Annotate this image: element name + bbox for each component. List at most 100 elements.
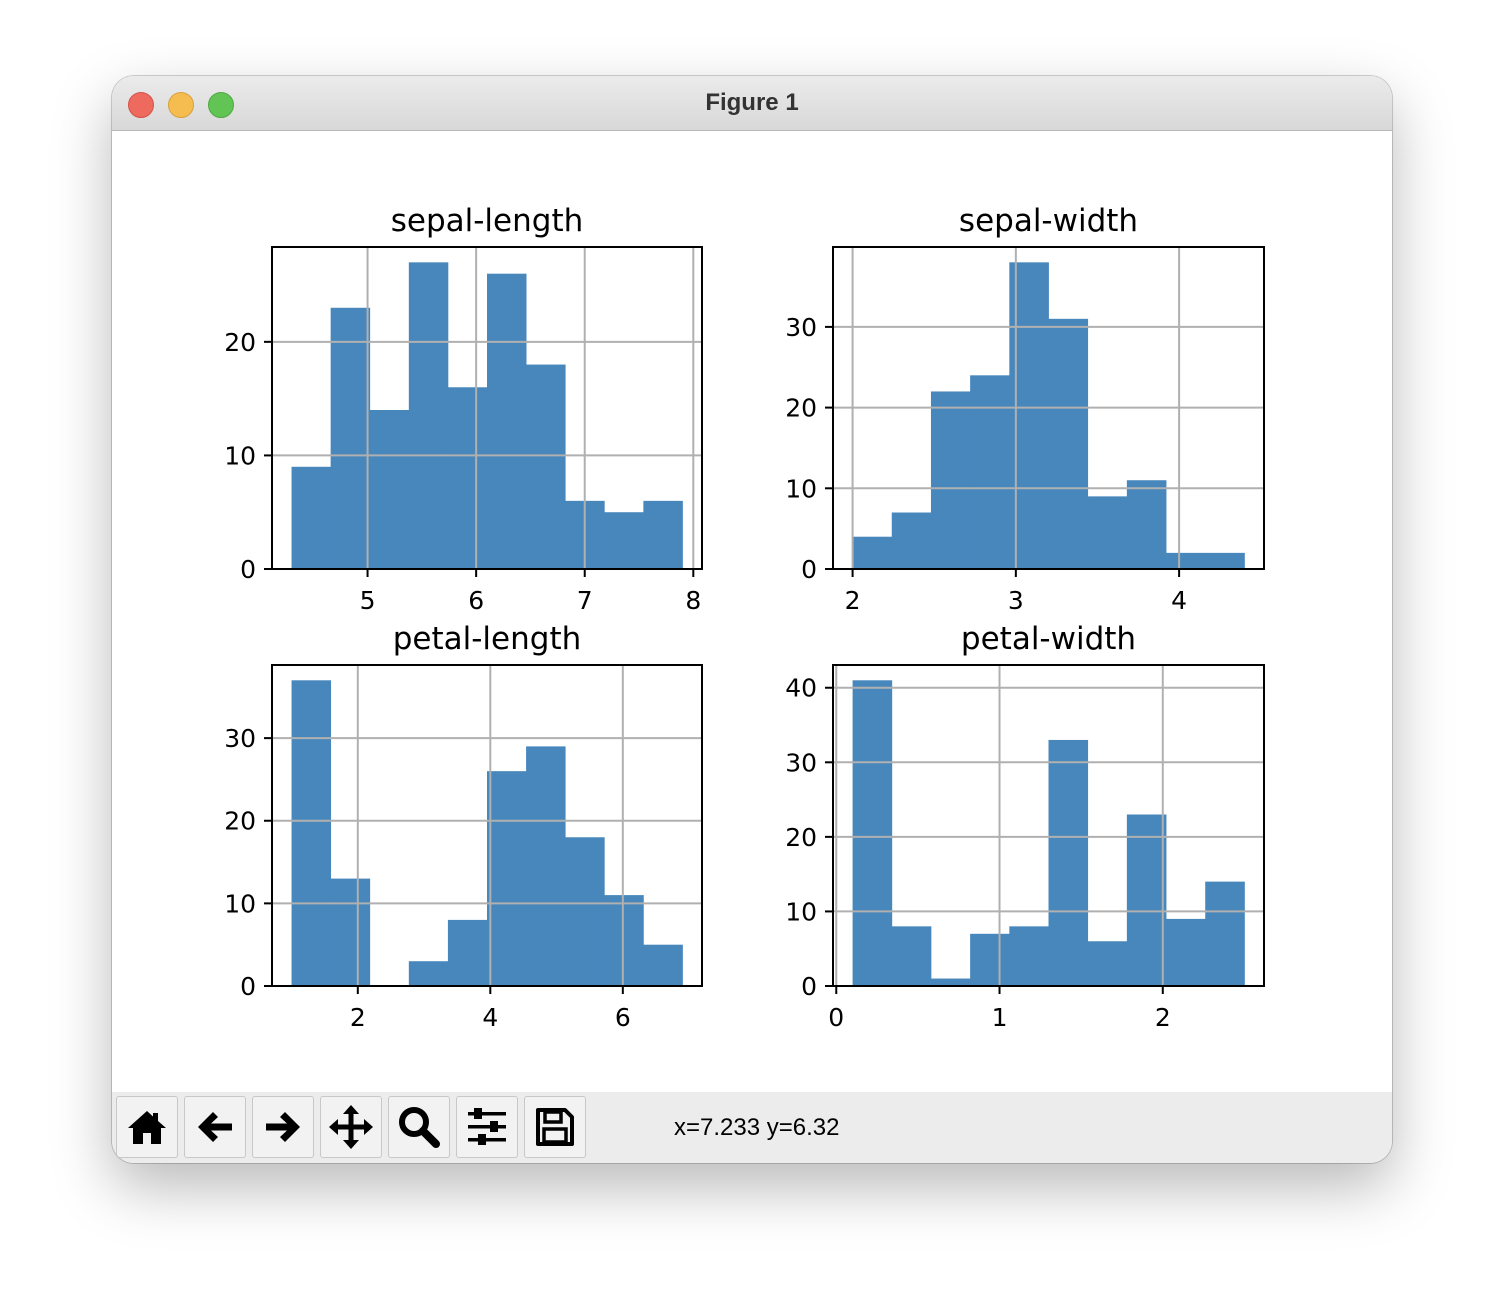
histogram-bar <box>408 262 449 569</box>
histogram-bar <box>1126 814 1167 986</box>
histogram-bar <box>487 771 527 986</box>
histogram-bar <box>447 387 488 569</box>
sliders-icon <box>468 1108 506 1145</box>
histogram-bar <box>643 500 683 569</box>
x-tick-label: 1 <box>992 1003 1008 1032</box>
save-icon <box>536 1108 574 1146</box>
move-icon <box>329 1105 373 1149</box>
histogram-bar <box>526 746 566 986</box>
y-tick-label: 40 <box>785 674 817 703</box>
histogram-bar <box>1048 318 1089 569</box>
y-tick-label: 20 <box>224 807 256 836</box>
home-icon <box>128 1111 166 1144</box>
arrow-right-icon <box>266 1112 300 1142</box>
navigation-toolbar: x=7.233 y=6.32 <box>112 1092 1392 1163</box>
y-tick-label: 0 <box>240 972 256 1001</box>
subplot-title: sepal-width <box>959 203 1138 239</box>
y-tick-label: 20 <box>785 394 817 423</box>
histogram-bar <box>970 375 1010 569</box>
window-title: Figure 1 <box>705 89 799 116</box>
histogram-bar <box>487 273 527 569</box>
axes-frame <box>832 664 1265 987</box>
y-tick-label: 20 <box>785 823 817 852</box>
home-button[interactable] <box>116 1096 178 1158</box>
subplot-2: 2 4 6 0 10 20 30 petal-length <box>224 621 703 1032</box>
x-tick-label: 6 <box>468 586 484 615</box>
histogram-bar <box>1126 480 1167 569</box>
histogram-bar <box>1166 918 1206 986</box>
histogram-bar <box>643 944 683 986</box>
histogram-bar <box>1048 739 1089 986</box>
histogram-bar <box>852 536 893 569</box>
title-bar[interactable]: Figure 1 <box>112 76 1392 131</box>
back-button[interactable] <box>184 1096 246 1158</box>
zoom-button[interactable] <box>388 1096 450 1158</box>
subplot-title: petal-width <box>961 621 1136 657</box>
histogram-bar <box>852 680 893 986</box>
y-tick-label: 30 <box>224 724 256 753</box>
pan-button[interactable] <box>320 1096 382 1158</box>
histogram-bar <box>1205 881 1245 986</box>
zoom-icon <box>399 1107 440 1148</box>
subplot-title: petal-length <box>393 621 582 657</box>
axes-frame <box>271 664 703 987</box>
minimize-button[interactable] <box>168 92 194 118</box>
maximize-button[interactable] <box>208 92 234 118</box>
x-tick-label: 4 <box>1171 586 1187 615</box>
x-tick-label: 3 <box>1008 586 1024 615</box>
x-tick-label: 2 <box>845 586 861 615</box>
histogram-bar <box>1166 552 1206 569</box>
subplot-0: 5 6 7 8 0 10 20 sepal-length <box>224 203 703 615</box>
histogram-bar <box>891 512 932 569</box>
histogram-bar <box>1205 552 1245 569</box>
histogram-bar <box>1009 926 1049 986</box>
histogram-bar <box>891 926 932 986</box>
histogram-bar <box>369 409 410 569</box>
y-tick-label: 30 <box>785 313 817 342</box>
x-tick-label: 2 <box>1155 1003 1171 1032</box>
histogram-bar <box>447 919 488 986</box>
histogram-bar <box>291 466 332 569</box>
histogram-bar <box>526 364 566 569</box>
y-tick-label: 10 <box>224 441 256 470</box>
x-tick-label: 4 <box>482 1003 498 1032</box>
histogram-bar <box>330 307 371 569</box>
y-tick-label: 10 <box>224 889 256 918</box>
histogram-bar <box>930 391 971 569</box>
x-tick-label: 8 <box>685 586 701 615</box>
figure-canvas[interactable]: 5 6 7 8 0 10 20 sepal-length 2 3 4 0 10 20 30 sepal-wid… <box>112 131 1392 1092</box>
histogram-bar <box>565 837 605 986</box>
histogram-bar <box>604 512 644 569</box>
histogram-bar <box>291 680 332 986</box>
save-button[interactable] <box>524 1096 586 1158</box>
subplot-1: 2 3 4 0 10 20 30 sepal-width <box>785 203 1265 615</box>
x-tick-label: 5 <box>360 586 376 615</box>
y-tick-label: 0 <box>801 555 817 584</box>
y-tick-label: 10 <box>785 897 817 926</box>
histogram-bar <box>604 895 644 986</box>
histogram-bar <box>330 878 371 986</box>
histogram-bar <box>970 933 1010 986</box>
x-tick-label: 0 <box>828 1003 844 1032</box>
histogram-bar <box>930 978 971 986</box>
arrow-left-icon <box>198 1112 232 1142</box>
histogram-bar <box>408 961 449 986</box>
histogram-bar <box>1087 496 1128 569</box>
y-tick-label: 30 <box>785 748 817 777</box>
y-tick-label: 20 <box>224 328 256 357</box>
histogram-bar <box>1087 941 1128 986</box>
x-tick-label: 2 <box>350 1003 366 1032</box>
axes-frame <box>271 246 703 570</box>
forward-button[interactable] <box>252 1096 314 1158</box>
x-tick-label: 7 <box>577 586 593 615</box>
subplot-title: sepal-length <box>391 203 584 239</box>
configure-subplots-button[interactable] <box>456 1096 518 1158</box>
figure-window: Figure 1 5 6 7 8 0 10 20 sepal-length 2 3 4 0 10 20 30… <box>112 76 1392 1163</box>
close-button[interactable] <box>128 92 154 118</box>
y-tick-label: 10 <box>785 474 817 503</box>
x-tick-label: 6 <box>615 1003 631 1032</box>
y-tick-label: 0 <box>801 972 817 1001</box>
y-tick-label: 0 <box>240 555 256 584</box>
